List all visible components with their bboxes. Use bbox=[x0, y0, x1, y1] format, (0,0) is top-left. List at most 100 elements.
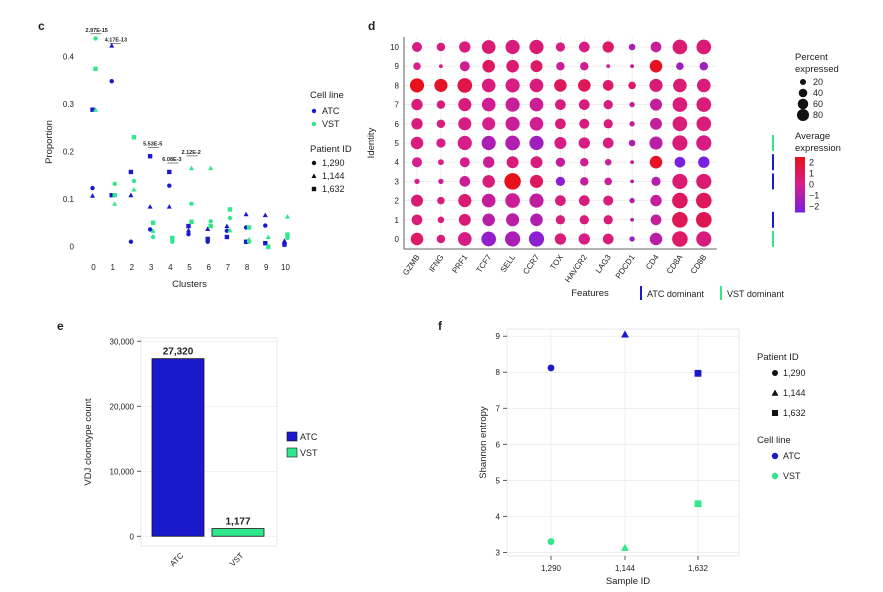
d-dot bbox=[555, 195, 566, 206]
d-dot bbox=[458, 98, 472, 112]
d-dot bbox=[458, 194, 472, 208]
d-dot bbox=[505, 116, 520, 131]
d-dot bbox=[413, 62, 421, 70]
d-dot bbox=[672, 135, 688, 151]
c-data-point bbox=[227, 207, 233, 212]
d-feature-tick-label: CD8B bbox=[689, 253, 709, 276]
d-dot bbox=[604, 158, 612, 166]
c-data-point bbox=[185, 227, 192, 233]
d-feature-tick-label: PRF1 bbox=[450, 253, 469, 275]
d-dot bbox=[482, 59, 495, 73]
d-dot bbox=[505, 39, 520, 55]
f-legend-patient-label: 1,144 bbox=[783, 388, 806, 398]
c-data-point bbox=[208, 219, 213, 224]
c-pvalue-label: 2.97E-15 bbox=[86, 28, 108, 34]
d-size-legend-dot bbox=[797, 98, 809, 110]
c-data-point bbox=[265, 234, 271, 240]
c-data-point bbox=[150, 220, 156, 225]
c-data-point bbox=[263, 223, 268, 228]
c-legend-cell-line-swatch bbox=[311, 108, 317, 114]
c-data-point bbox=[246, 225, 252, 230]
c-legend-patient-swatch bbox=[311, 160, 317, 166]
c-legend-patient-label: 1,290 bbox=[322, 158, 345, 168]
e-y-tick-label: 30,000 bbox=[110, 337, 135, 346]
d-dot bbox=[630, 160, 634, 165]
e-bar-value-label: 1,177 bbox=[225, 517, 250, 528]
f-y-tick-label: 9 bbox=[496, 332, 501, 341]
d-dot bbox=[436, 138, 446, 148]
d-color-legend-title-2: expression bbox=[795, 143, 841, 154]
d-dot bbox=[437, 216, 445, 224]
d-dot bbox=[411, 118, 423, 130]
d-dot bbox=[530, 156, 543, 169]
c-legend-cell-line-label: ATC bbox=[322, 106, 340, 116]
f-legend-cell-line-swatch bbox=[771, 452, 779, 460]
d-feature-tick-label: TCF7 bbox=[474, 253, 493, 275]
d-dot bbox=[409, 78, 425, 93]
f-legend-patient-title: Patient ID bbox=[757, 352, 799, 363]
c-data-point bbox=[189, 219, 194, 224]
d-dot bbox=[555, 176, 566, 187]
d-colorbar-segment bbox=[795, 168, 805, 171]
d-identity-tick-label: 3 bbox=[395, 177, 400, 186]
d-dot bbox=[580, 157, 589, 167]
d-dot bbox=[578, 79, 591, 92]
d-dot bbox=[411, 41, 423, 53]
d-dot bbox=[603, 119, 613, 129]
f-plot-area bbox=[506, 328, 740, 557]
d-colorbar-segment bbox=[795, 204, 805, 207]
d-size-legend-label: 60 bbox=[813, 99, 823, 109]
d-dot bbox=[459, 157, 470, 168]
f-legend-cell-line-swatch bbox=[771, 472, 779, 480]
d-colorbar-segment bbox=[795, 179, 805, 182]
c-data-point bbox=[90, 185, 95, 191]
c-data-point bbox=[189, 201, 194, 206]
d-dot bbox=[482, 213, 495, 227]
d-colorbar-tick-label: 2 bbox=[809, 158, 814, 168]
d-dot bbox=[650, 98, 662, 111]
c-data-point bbox=[89, 193, 96, 198]
panel-e-label: e bbox=[57, 319, 64, 333]
d-colorbar-segment bbox=[795, 164, 805, 167]
d-colorbar-segment bbox=[795, 157, 805, 160]
d-dot bbox=[528, 231, 545, 247]
d-dot bbox=[411, 194, 423, 207]
d-colorbar-segment bbox=[795, 160, 805, 163]
e-bar-value-label: 27,320 bbox=[163, 347, 194, 358]
f-legend-patient-swatch bbox=[771, 389, 779, 396]
f-legend-patient-label: 1,632 bbox=[783, 408, 806, 418]
d-colorbar-segment bbox=[795, 191, 805, 195]
e-y-tick-label: 20,000 bbox=[110, 402, 135, 411]
d-dot bbox=[672, 39, 688, 55]
d-dot bbox=[414, 178, 420, 185]
f-data-point bbox=[694, 369, 702, 377]
d-dot bbox=[481, 78, 496, 93]
d-colorbar-segment bbox=[795, 173, 805, 176]
d-dot bbox=[554, 79, 567, 92]
e-legend-swatch bbox=[286, 447, 298, 458]
d-dot bbox=[578, 41, 590, 53]
d-size-legend-label: 20 bbox=[813, 77, 823, 87]
e-bar-vst bbox=[211, 528, 265, 537]
c-x-tick-label: 10 bbox=[281, 263, 290, 272]
d-dot bbox=[696, 212, 712, 228]
d-colorbar-segment bbox=[795, 206, 805, 209]
d-dot bbox=[649, 78, 663, 92]
c-data-point bbox=[147, 204, 153, 209]
d-dot bbox=[459, 41, 471, 53]
c-data-point bbox=[205, 236, 210, 242]
d-dot bbox=[651, 176, 661, 187]
c-x-tick-label: 8 bbox=[245, 263, 250, 272]
d-colorbar-segment bbox=[795, 188, 805, 191]
d-dot bbox=[649, 136, 663, 150]
d-dot bbox=[458, 117, 472, 131]
d-dot bbox=[555, 99, 566, 110]
d-legend-atc-label: ATC dominant bbox=[647, 289, 704, 299]
c-legend-cell-line-swatch bbox=[311, 121, 317, 127]
d-dot bbox=[579, 215, 589, 225]
c-pvalue-label: 5.53E-5 bbox=[143, 141, 162, 147]
f-legend-patient-swatch bbox=[772, 410, 778, 416]
c-data-point bbox=[285, 235, 290, 241]
